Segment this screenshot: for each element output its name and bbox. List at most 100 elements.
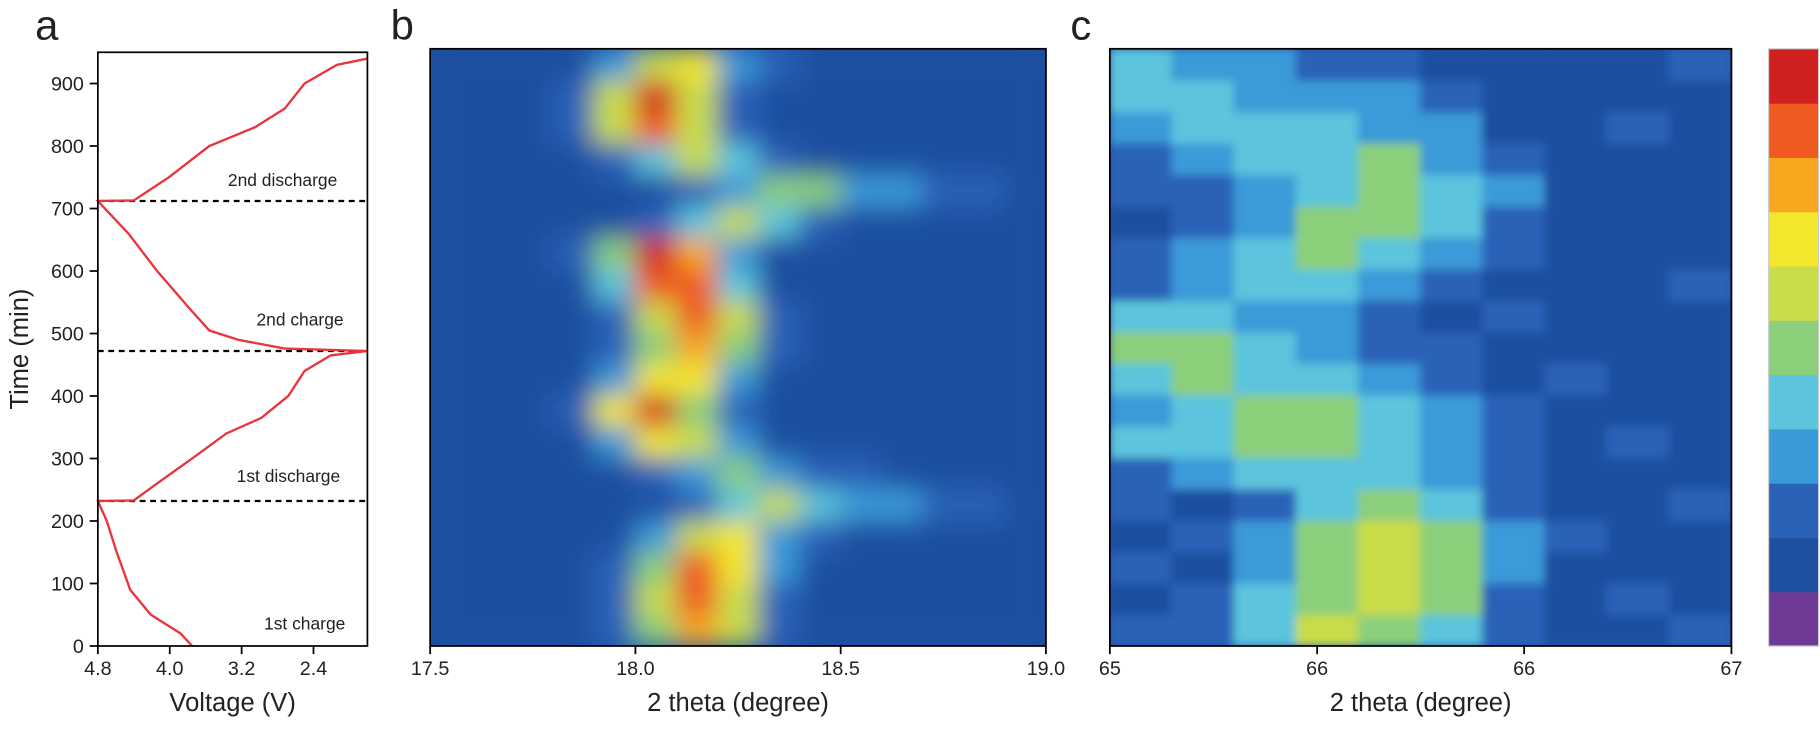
heatmap-cell <box>1233 331 1297 364</box>
heatmap-cell <box>1357 236 1422 270</box>
heatmap-cell <box>1668 79 1732 113</box>
heatmap-cell <box>1668 331 1732 364</box>
heatmap-cell <box>1295 111 1360 144</box>
heatmap-cell <box>1668 488 1732 521</box>
heatmap-cell <box>922 299 965 333</box>
heatmap-cell <box>1357 425 1422 458</box>
heatmap-cell <box>511 488 554 521</box>
heatmap-cell <box>470 268 513 301</box>
heatmap-cell <box>430 456 472 490</box>
heatmap-cell <box>430 551 472 584</box>
heatmap-cell <box>511 205 554 238</box>
heatmap-cell <box>1606 613 1670 646</box>
heatmap-cell <box>1233 173 1297 207</box>
heatmap-cell <box>634 142 678 176</box>
heatmap-cell <box>1482 551 1546 584</box>
heatmap-cell <box>1606 582 1670 616</box>
heatmap-cell <box>470 488 513 521</box>
y-tick-label: 400 <box>51 386 84 408</box>
heatmap-cell <box>716 173 760 207</box>
heatmap-cell <box>1295 79 1360 113</box>
heatmap-cell <box>470 173 513 207</box>
heatmap-cell <box>1295 582 1360 616</box>
heatmap-cell <box>511 519 554 553</box>
heatmap-cell <box>634 582 678 616</box>
heatmap-area <box>1109 48 1732 646</box>
heatmap-cell <box>593 393 636 427</box>
heatmap-cell <box>1482 425 1546 458</box>
heatmap-cell <box>675 488 719 521</box>
heatmap-cell <box>1233 79 1297 113</box>
heatmap-cell <box>881 142 924 176</box>
heatmap-cell <box>757 173 801 207</box>
heatmap-cell <box>1420 79 1484 113</box>
heatmap-cell <box>840 488 883 521</box>
y-tick-label: 300 <box>51 448 84 470</box>
heatmap-cell <box>511 425 554 458</box>
heatmap-cell <box>552 331 595 364</box>
heatmap-cell <box>1606 331 1670 364</box>
curve <box>95 57 368 647</box>
heatmap-cell <box>1420 173 1484 207</box>
heatmap-cell <box>552 268 595 301</box>
heatmap-cell <box>1668 425 1732 458</box>
heatmap-cell <box>1482 393 1546 427</box>
heatmap-cell <box>1295 268 1360 301</box>
heatmap-cell <box>511 582 554 616</box>
heatmap-cell <box>1109 582 1173 616</box>
heatmap-cell <box>430 173 472 207</box>
heatmap-cell <box>470 79 513 113</box>
heatmap-cell <box>430 48 472 81</box>
heatmap-cell <box>593 48 636 81</box>
heatmap-cell <box>634 393 678 427</box>
heatmap-cell <box>922 142 965 176</box>
heatmap-cell <box>922 582 965 616</box>
heatmap-cell <box>1482 362 1546 396</box>
heatmap-cell <box>1544 111 1608 144</box>
colorbar-band <box>1768 157 1819 213</box>
heatmap-cell <box>1233 582 1297 616</box>
heatmap-cell <box>1482 488 1546 521</box>
heatmap-cell <box>1544 613 1608 646</box>
heatmap-cell <box>1109 456 1173 490</box>
heatmap-cell <box>757 551 801 584</box>
heatmap-cell <box>552 48 595 81</box>
heatmap-cell <box>840 173 883 207</box>
heatmap-cell <box>1004 519 1046 553</box>
heatmap-cell <box>1606 111 1670 144</box>
heatmap-cell <box>1544 299 1608 333</box>
heatmap-cell <box>1004 111 1046 144</box>
heatmap-cell <box>1482 331 1546 364</box>
heatmap-cell <box>881 613 924 646</box>
heatmap-cell <box>1233 393 1297 427</box>
heatmap-cell <box>1668 613 1732 646</box>
heatmap-cell <box>1109 331 1173 364</box>
x-tick-label: 19.0 <box>1027 658 1065 680</box>
heatmap-cell <box>1295 362 1360 396</box>
heatmap-cell <box>881 236 924 270</box>
heatmap-cell <box>1544 173 1608 207</box>
heatmap-cell <box>1233 205 1297 238</box>
heatmap-cell <box>634 268 678 301</box>
heatmap-cell <box>470 456 513 490</box>
heatmap-cell <box>1357 142 1422 176</box>
heatmap-cell <box>963 79 1006 113</box>
heatmap-cell <box>799 613 842 646</box>
x-axis-title: 2 theta (degree) <box>647 689 829 717</box>
heatmap-cell <box>675 331 719 364</box>
heatmap-cell <box>1544 582 1608 616</box>
heatmap-cell <box>1171 79 1235 113</box>
heatmap-cell <box>470 142 513 176</box>
x-tick-label: 18.0 <box>616 658 654 680</box>
heatmap-cell <box>1295 205 1360 238</box>
heatmap-cell <box>963 551 1006 584</box>
heatmap-cell <box>840 236 883 270</box>
heatmap-cell <box>1295 425 1360 458</box>
heatmap-cell <box>1171 393 1235 427</box>
heatmap-cell <box>1004 456 1046 490</box>
heatmap-cell <box>922 236 965 270</box>
heatmap-cell <box>963 456 1006 490</box>
heatmap-cell <box>799 111 842 144</box>
heatmap-cell <box>840 456 883 490</box>
heatmap-cell <box>511 48 554 81</box>
